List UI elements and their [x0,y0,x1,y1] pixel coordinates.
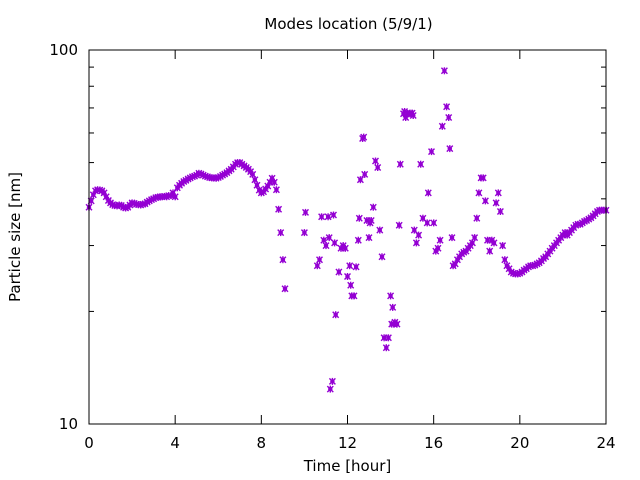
data-point [424,189,432,197]
data-point [389,303,397,311]
data-point [479,174,487,182]
data-point [272,186,280,194]
data-point [354,236,362,244]
data-point [481,197,489,205]
data-point [324,213,332,221]
data-point [360,133,368,141]
data-point [369,203,377,211]
data-point [428,148,435,156]
data-point [409,112,417,119]
data-point [384,334,392,342]
data-point [335,268,343,276]
data-point [448,234,456,242]
data-point [313,262,321,270]
y-tick-label: 10 [59,415,78,433]
x-tick-label: 4 [170,434,180,452]
data-point [376,226,384,234]
data-point [300,229,308,237]
data-point [443,103,451,111]
axis-ticks [88,49,607,425]
data-point [302,208,309,216]
data-point [395,221,403,229]
data-point [505,265,513,273]
data-point [365,234,373,242]
data-point [367,217,375,224]
data-point [355,214,363,222]
chart-title: Modes location (5/9/1) [264,15,432,33]
data-point [326,385,334,393]
data-point [417,160,425,168]
data-point [471,234,479,242]
data-point [423,219,431,227]
data-point [434,244,442,252]
data-point [486,247,494,255]
data-point [438,122,446,130]
data-point [494,189,502,197]
x-axis-label: Time [hour] [303,457,392,475]
data-point [412,239,420,247]
data-point [436,236,444,244]
y-tick-label: 100 [49,41,78,59]
data-point [316,256,323,264]
data-point [325,234,333,242]
data-point [501,256,509,264]
data-point [356,176,364,184]
data-point [322,242,330,250]
data-point [387,292,395,300]
data-point [382,344,390,352]
data-point [499,242,507,250]
x-tick-label: 20 [510,434,529,452]
data-point [378,253,386,261]
data-point [281,285,289,293]
data-point [446,145,454,153]
x-tick-label: 8 [257,434,267,452]
data-point [346,262,354,270]
data-point [430,219,438,227]
data-point [328,377,336,385]
tick-labels: 0 4 8 12 16 20 24 10 100 [49,41,615,452]
data-point [251,176,259,184]
data-point [171,193,179,201]
data-point [347,281,355,289]
x-tick-label: 12 [338,434,357,452]
data-point [352,263,360,271]
plot-frame [88,49,607,425]
data-point [440,67,448,75]
data-point [396,160,404,168]
x-tick-label: 24 [596,434,615,452]
data-point [372,157,379,165]
data-point [415,231,423,239]
data-point [350,292,358,300]
data-point [374,164,382,171]
x-tick-label: 0 [84,434,94,452]
data-points [85,67,610,393]
y-axis-label: Particle size [nm] [6,172,24,302]
data-point [331,239,339,247]
data-point [318,213,326,221]
data-point [341,244,349,252]
data-point [332,311,340,319]
data-point [445,114,453,121]
data-point [492,199,500,207]
data-point [270,178,278,186]
data-point [490,239,498,247]
data-point [277,229,285,237]
data-point [275,205,283,213]
data-point [330,211,337,219]
data-point [344,273,351,280]
x-tick-label: 16 [424,434,443,452]
data-point [279,256,287,264]
data-point [361,170,369,178]
data-point [393,320,401,328]
data-point [496,208,504,215]
data-point [473,214,481,222]
data-point [475,189,483,197]
